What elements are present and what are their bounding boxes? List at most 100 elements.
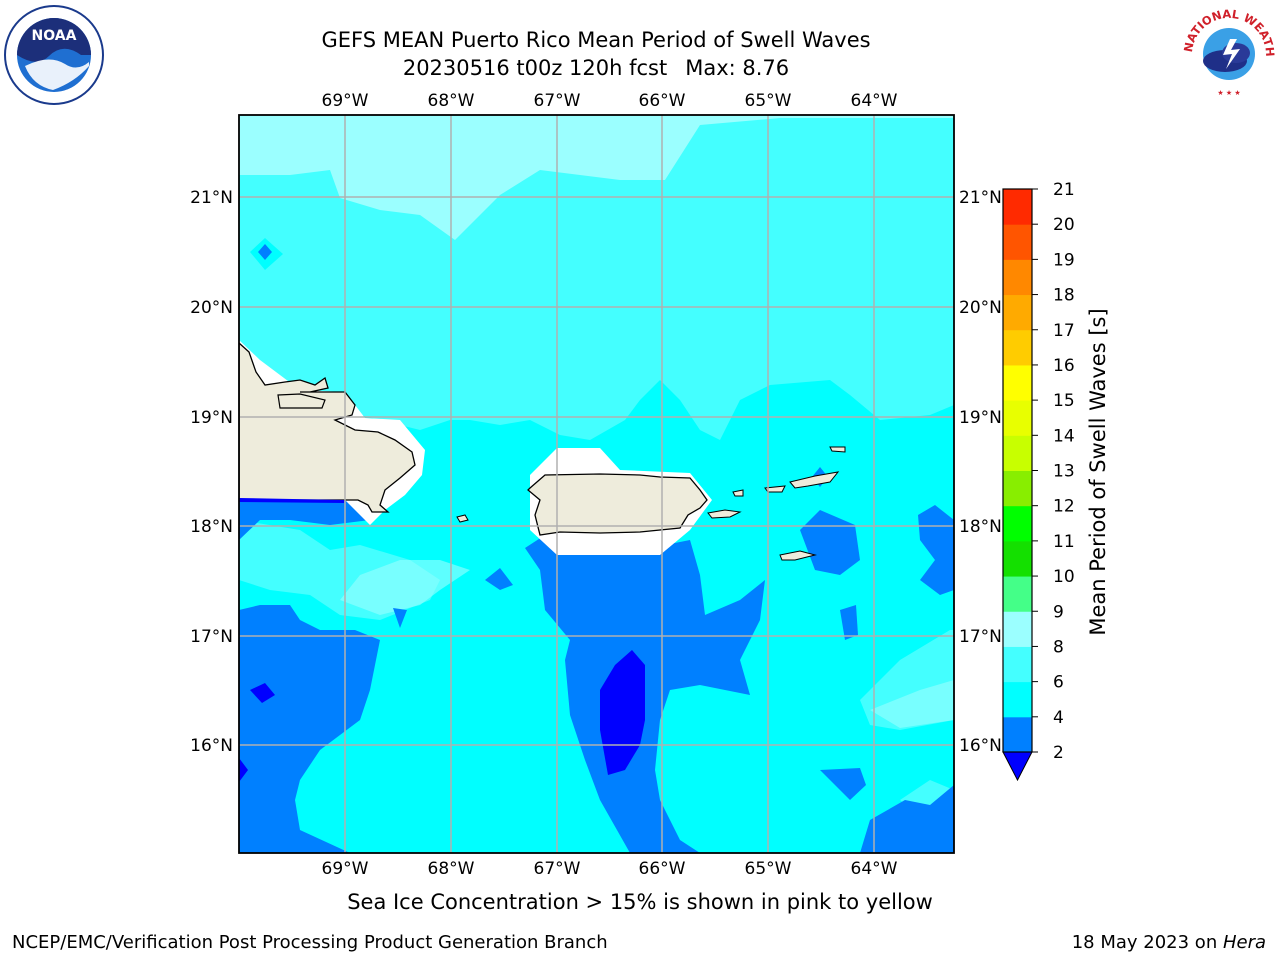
lat-label-left: 19°N (190, 408, 233, 428)
land-vieques (707, 509, 742, 519)
generation-date: 18 May 2023 on Hera (1072, 932, 1266, 953)
colorbar-under-triangle (1002, 751, 1033, 782)
lon-label-top: 69°W (322, 91, 369, 111)
colorbar-tick-label: 13 (1053, 462, 1075, 482)
colorbar-tick-label: 8 (1053, 637, 1064, 657)
colorbar-segment (1003, 224, 1032, 260)
lon-label-bottom: 69°W (322, 859, 369, 879)
map-title: GEFS MEAN Puerto Rico Mean Period of Swe… (321, 26, 870, 82)
lat-label-left: 21°N (190, 188, 233, 208)
lon-label-bottom: 66°W (639, 859, 686, 879)
colorbar-tick-label: 15 (1053, 391, 1075, 411)
land-culebra (732, 489, 744, 497)
colorbar-tick-label: 11 (1053, 532, 1075, 552)
swell-period-field (239, 115, 954, 853)
colorbar-segment (1003, 400, 1032, 436)
land-hispaniola-inlet (277, 393, 326, 409)
colorbar-segment (1003, 716, 1032, 753)
colorbar-label: Mean Period of Swell Waves [s] (1086, 308, 1110, 635)
lon-labels-top: 69°W 68°W 67°W 66°W 65°W 64°W (322, 91, 898, 111)
colorbar-tick-label: 10 (1053, 567, 1075, 587)
field-2-4-pocket1 (485, 568, 513, 590)
land-st-thomas (764, 485, 786, 493)
sea-ice-note: Sea Ice Concentration > 15% is shown in … (347, 890, 933, 914)
lon-label-top: 64°W (851, 91, 898, 111)
lat-label-right: 16°N (959, 736, 1002, 756)
colorbar-segment (1003, 611, 1032, 647)
forecast-run: 20230516 t00z 120h fcst (402, 56, 668, 80)
lat-label-right: 18°N (959, 517, 1002, 537)
field-2-4-nw-spot (258, 244, 272, 260)
noaa-logo: NOAA (4, 5, 104, 105)
machine-name: Hera (1222, 932, 1266, 953)
colorbar: 2 4 6 8 9 10 11 12 13 14 15 16 17 18 19 20 21 Mean Perio… (1002, 180, 1110, 782)
field-below-2-w (250, 683, 275, 703)
colorbar-segment (1003, 189, 1032, 225)
colorbar-tick-label: 12 (1053, 497, 1075, 517)
colorbar-segment (1003, 505, 1032, 542)
noaa-logo-text: NOAA (32, 28, 77, 44)
land-hispaniola (239, 342, 416, 513)
lat-label-left: 17°N (190, 627, 233, 647)
land-mona (456, 514, 469, 523)
colorbar-segment (1003, 259, 1032, 296)
lon-labels-bottom: 69°W 68°W 67°W 66°W 65°W 64°W (322, 859, 898, 879)
lat-label-left: 18°N (190, 517, 233, 537)
colorbar-tick-label: 6 (1053, 673, 1064, 693)
lat-label-left: 16°N (190, 736, 233, 756)
lat-label-right: 17°N (959, 627, 1002, 647)
date-text: 18 May 2023 on (1071, 932, 1223, 953)
credit-line: NCEP/EMC/Verification Post Processing Pr… (12, 932, 608, 953)
lon-label-bottom: 68°W (428, 859, 475, 879)
land-bvi (789, 471, 840, 489)
field-below-2-central (600, 650, 645, 775)
map-frame (238, 114, 955, 854)
colorbar-segment (1003, 576, 1032, 612)
colorbar-segment (1003, 646, 1032, 683)
colorbar-tick-label: 9 (1053, 602, 1064, 622)
field-8-9-sw (340, 560, 470, 615)
colorbar-segment (1003, 435, 1032, 471)
field-2-4-se2 (860, 785, 954, 853)
field-below-2-coast (239, 498, 344, 503)
land-st-croix (779, 550, 817, 561)
colorbar-segment (1003, 329, 1032, 366)
colorbar-segment (1003, 540, 1032, 577)
nws-logo: NATIONAL WEATHER SERVICE ★ ★ ★ (1180, 3, 1277, 99)
lon-label-bottom: 65°W (745, 859, 792, 879)
lon-label-top: 68°W (428, 91, 475, 111)
colorbar-tick-label: 2 (1053, 743, 1064, 763)
field-2-4-e2 (918, 505, 954, 595)
gridlines (239, 115, 954, 853)
title-line-1: GEFS MEAN Puerto Rico Mean Period of Swe… (321, 28, 871, 52)
colorbar-tick-label: 19 (1053, 250, 1075, 270)
svg-text:★ ★ ★: ★ ★ ★ (1217, 89, 1240, 97)
lat-label-right: 21°N (959, 188, 1002, 208)
colorbar-tick-label: 20 (1053, 215, 1075, 235)
lat-label-right: 19°N (959, 408, 1002, 428)
lon-label-top: 65°W (745, 91, 792, 111)
colorbar-tick-label: 16 (1053, 356, 1075, 376)
lat-label-right: 20°N (959, 298, 1002, 318)
field-2-4-pocket2 (393, 608, 407, 628)
colorbar-segment (1003, 294, 1032, 331)
lon-label-bottom: 64°W (851, 859, 898, 879)
colorbar-tick-label: 18 (1053, 286, 1075, 306)
colorbar-tick-label: 21 (1053, 180, 1075, 200)
lat-labels-right: 21°N 20°N 19°N 18°N 17°N 16°N (959, 188, 1002, 756)
land-anegada (829, 446, 846, 453)
lon-label-bottom: 67°W (534, 859, 581, 879)
field-8-9-north (239, 115, 954, 240)
colorbar-segment (1003, 681, 1032, 718)
lat-labels-left: 21°N 20°N 19°N 18°N 17°N 16°N (190, 188, 233, 756)
field-below-2-edge (239, 758, 248, 782)
lon-label-top: 67°W (534, 91, 581, 111)
title-line-2: 20230516 t00z 120h fcst Max: 8.76 (321, 54, 870, 82)
field-2-4-e3 (840, 605, 858, 640)
lon-label-top: 66°W (639, 91, 686, 111)
colorbar-tick-label: 4 (1053, 708, 1064, 728)
colorbar-tick-label: 14 (1053, 426, 1075, 446)
max-value: Max: 8.76 (685, 56, 790, 80)
field-8-9-se (870, 680, 954, 728)
